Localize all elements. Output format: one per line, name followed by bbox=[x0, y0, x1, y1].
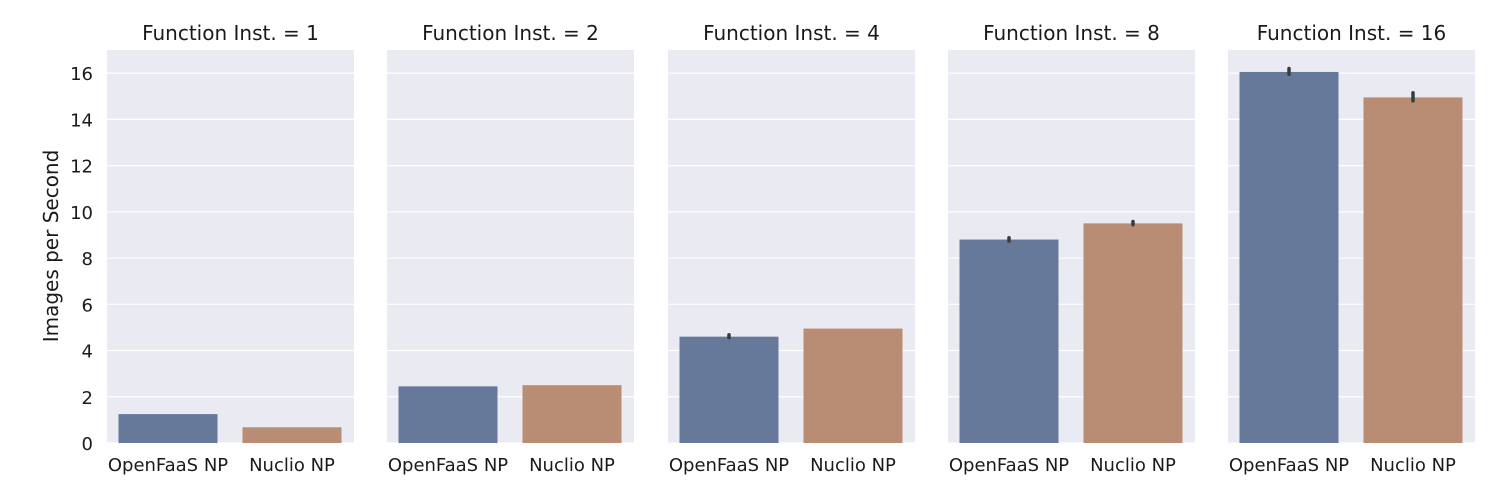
panel-title: Function Inst. = 1 bbox=[142, 21, 319, 45]
bar bbox=[522, 385, 622, 443]
y-tick-label: 4 bbox=[82, 342, 93, 363]
panel-title: Function Inst. = 8 bbox=[983, 21, 1160, 45]
x-tick-label: OpenFaaS NP bbox=[1229, 455, 1349, 476]
y-tick-label: 16 bbox=[70, 64, 93, 85]
x-tick-label: Nuclio NP bbox=[1370, 455, 1456, 476]
bar bbox=[242, 427, 342, 443]
panel-background bbox=[107, 50, 354, 443]
x-tick-label: Nuclio NP bbox=[810, 455, 896, 476]
bar bbox=[679, 336, 779, 443]
panel-title: Function Inst. = 2 bbox=[422, 21, 599, 45]
y-tick-label: 14 bbox=[70, 110, 93, 131]
y-tick-label: 12 bbox=[70, 157, 93, 178]
y-tick-label: 10 bbox=[70, 203, 93, 224]
bar bbox=[803, 328, 903, 443]
bar bbox=[118, 414, 218, 443]
y-tick-label: 2 bbox=[82, 388, 93, 409]
x-tick-label: OpenFaaS NP bbox=[669, 455, 789, 476]
x-tick-label: Nuclio NP bbox=[249, 455, 335, 476]
panel-title: Function Inst. = 4 bbox=[703, 21, 880, 45]
bar bbox=[398, 386, 498, 443]
panel-background bbox=[387, 50, 634, 443]
x-tick-label: Nuclio NP bbox=[1090, 455, 1176, 476]
bar bbox=[1083, 223, 1183, 443]
y-axis-label: Images per Second bbox=[39, 150, 63, 343]
y-tick-label: 6 bbox=[82, 295, 93, 316]
panel-title: Function Inst. = 16 bbox=[1257, 21, 1447, 45]
bar bbox=[959, 239, 1059, 443]
x-tick-label: OpenFaaS NP bbox=[388, 455, 508, 476]
y-tick-label: 0 bbox=[82, 434, 93, 455]
y-tick-label: 8 bbox=[82, 249, 93, 270]
bar bbox=[1239, 71, 1339, 443]
x-tick-label: OpenFaaS NP bbox=[108, 455, 228, 476]
bar bbox=[1363, 97, 1463, 443]
x-tick-label: Nuclio NP bbox=[529, 455, 615, 476]
x-tick-label: OpenFaaS NP bbox=[949, 455, 1069, 476]
